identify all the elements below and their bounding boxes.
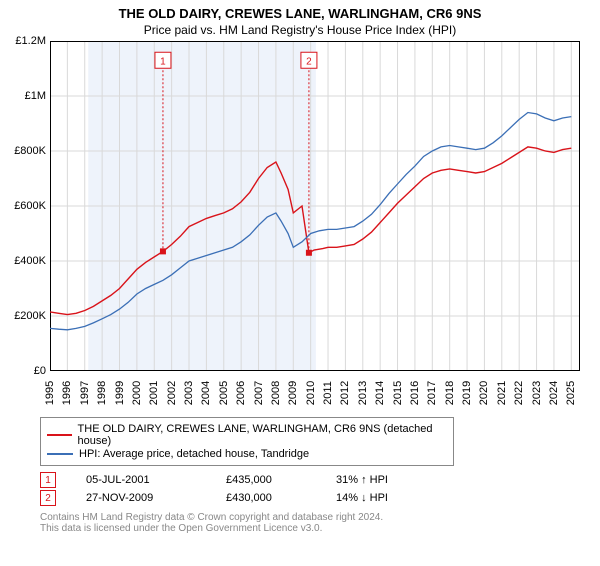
x-tick-label: 2022 [513, 381, 525, 405]
y-tick-label: £1.2M [0, 35, 46, 47]
x-tick-label: 1998 [96, 381, 108, 405]
footer: Contains HM Land Registry data © Crown c… [40, 512, 600, 534]
footer-line2: This data is licensed under the Open Gov… [40, 523, 600, 534]
x-tick-label: 1996 [61, 381, 73, 405]
x-tick-label: 2015 [392, 381, 404, 405]
x-tick-label: 1995 [44, 381, 56, 405]
x-tick-label: 2000 [131, 381, 143, 405]
x-tick-label: 2005 [218, 381, 230, 405]
legend: THE OLD DAIRY, CREWES LANE, WARLINGHAM, … [40, 417, 454, 466]
x-tick-label: 1999 [114, 381, 126, 405]
x-tick-label: 2018 [444, 381, 456, 405]
y-tick-label: £1M [0, 90, 46, 102]
chart-container: THE OLD DAIRY, CREWES LANE, WARLINGHAM, … [0, 6, 600, 566]
legend-swatch [47, 453, 73, 455]
legend-item: HPI: Average price, detached house, Tand… [47, 448, 447, 460]
x-tick-label: 2010 [305, 381, 317, 405]
x-tick-label: 2009 [287, 381, 299, 405]
x-tick-label: 2021 [496, 381, 508, 405]
y-tick-label: £800K [0, 145, 46, 157]
sale-price: £435,000 [226, 474, 306, 486]
legend-item: THE OLD DAIRY, CREWES LANE, WARLINGHAM, … [47, 423, 447, 447]
x-tick-label: 2007 [253, 381, 265, 405]
x-tick-label: 2008 [270, 381, 282, 405]
x-tick-label: 2020 [478, 381, 490, 405]
sales-table: 1 05-JUL-2001 £435,000 31% ↑ HPI 2 27-NOV-200… [40, 472, 600, 506]
svg-text:1: 1 [160, 56, 166, 67]
y-tick-label: £400K [0, 255, 46, 267]
chart-title: THE OLD DAIRY, CREWES LANE, WARLINGHAM, … [0, 6, 600, 21]
y-tick-label: £0 [0, 365, 46, 377]
sale-date: 05-JUL-2001 [86, 474, 196, 486]
x-tick-label: 2001 [148, 381, 160, 405]
sale-date: 27-NOV-2009 [86, 492, 196, 504]
x-tick-label: 2013 [357, 381, 369, 405]
legend-label: THE OLD DAIRY, CREWES LANE, WARLINGHAM, … [78, 423, 447, 447]
x-tick-label: 2012 [339, 381, 351, 405]
sale-hpi: 31% ↑ HPI [336, 474, 426, 486]
sale-hpi: 14% ↓ HPI [336, 492, 426, 504]
x-tick-label: 2019 [461, 381, 473, 405]
x-tick-label: 2025 [565, 381, 577, 405]
x-tick-label: 2004 [200, 381, 212, 405]
x-tick-label: 2006 [235, 381, 247, 405]
sale-row: 1 05-JUL-2001 £435,000 31% ↑ HPI [40, 472, 600, 488]
sale-price: £430,000 [226, 492, 306, 504]
x-tick-label: 2003 [183, 381, 195, 405]
x-tick-label: 2014 [374, 381, 386, 405]
chart-plot-area: 12 £0£200K£400K£600K£800K£1M£1.2M [50, 41, 580, 371]
x-tick-label: 2024 [548, 381, 560, 405]
x-tick-label: 1997 [79, 381, 91, 405]
x-tick-label: 2002 [166, 381, 178, 405]
x-axis-labels: 1995199619971998199920002001200220032004… [50, 371, 580, 413]
y-tick-label: £600K [0, 200, 46, 212]
chart-svg: 12 [50, 41, 580, 371]
x-tick-label: 2017 [426, 381, 438, 405]
legend-swatch [47, 434, 72, 436]
legend-label: HPI: Average price, detached house, Tand… [79, 448, 309, 460]
sale-marker-icon: 1 [40, 472, 56, 488]
y-tick-label: £200K [0, 310, 46, 322]
sale-row: 2 27-NOV-2009 £430,000 14% ↓ HPI [40, 490, 600, 506]
x-tick-label: 2011 [322, 381, 334, 405]
svg-text:2: 2 [306, 56, 312, 67]
footer-line1: Contains HM Land Registry data © Crown c… [40, 512, 600, 523]
x-tick-label: 2023 [531, 381, 543, 405]
x-tick-label: 2016 [409, 381, 421, 405]
sale-marker-icon: 2 [40, 490, 56, 506]
chart-subtitle: Price paid vs. HM Land Registry's House … [0, 23, 600, 37]
